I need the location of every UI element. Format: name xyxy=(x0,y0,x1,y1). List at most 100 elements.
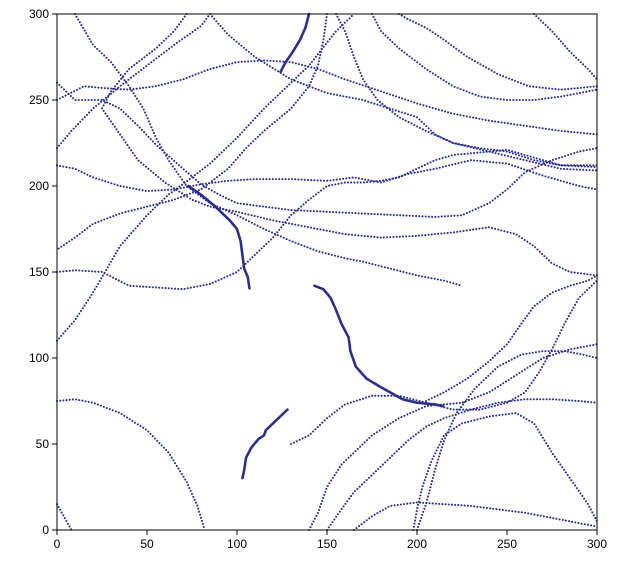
data-point xyxy=(271,66,274,69)
data-point xyxy=(136,224,139,228)
data-point xyxy=(268,206,271,209)
data-point xyxy=(62,139,65,142)
x-tick-label: 50 xyxy=(140,537,154,551)
data-point xyxy=(409,412,412,415)
data-point xyxy=(555,458,558,461)
data-point xyxy=(301,437,304,440)
data-point xyxy=(106,115,109,118)
data-point xyxy=(62,165,65,168)
data-point xyxy=(236,202,239,205)
data-point xyxy=(351,492,355,495)
data-point xyxy=(308,63,312,66)
data-point xyxy=(385,92,389,95)
data-point xyxy=(433,470,436,473)
data-point xyxy=(460,504,463,507)
data-point xyxy=(430,277,433,280)
data-point xyxy=(291,223,294,226)
data-point xyxy=(589,524,593,527)
data-point xyxy=(266,59,269,62)
data-point xyxy=(309,247,312,250)
data-point xyxy=(191,199,194,202)
data-point xyxy=(532,156,535,159)
data-point xyxy=(381,427,384,430)
data-point xyxy=(347,39,350,42)
data-point xyxy=(486,148,489,151)
data-point xyxy=(360,212,363,215)
data-point xyxy=(175,41,178,45)
data-point xyxy=(348,497,351,500)
data-point xyxy=(532,398,535,401)
data-point xyxy=(490,96,493,100)
data-point xyxy=(172,187,175,190)
data-point xyxy=(548,162,551,165)
data-point xyxy=(572,481,575,484)
data-point xyxy=(253,223,256,226)
data-point xyxy=(296,80,299,83)
data-point xyxy=(399,503,402,506)
data-point xyxy=(230,199,233,202)
data-point xyxy=(370,235,373,238)
data-point xyxy=(224,196,227,199)
data-point xyxy=(182,181,185,184)
data-point xyxy=(120,413,123,416)
data-point xyxy=(497,401,500,404)
series-8 xyxy=(55,81,598,218)
data-point xyxy=(255,56,258,59)
data-point xyxy=(144,111,147,114)
data-point xyxy=(170,162,173,165)
data-point xyxy=(201,522,204,526)
data-point xyxy=(249,203,252,206)
data-point xyxy=(579,168,582,171)
data-point xyxy=(309,209,312,213)
data-point xyxy=(389,38,392,41)
data-point xyxy=(331,521,334,524)
data-point xyxy=(194,73,197,76)
data-point xyxy=(446,431,449,434)
data-point xyxy=(112,87,115,90)
data-point xyxy=(488,150,491,153)
data-point xyxy=(489,148,492,151)
data-point xyxy=(242,203,245,206)
data-point xyxy=(436,134,439,138)
data-point xyxy=(215,176,219,179)
data-point xyxy=(321,499,324,502)
data-point xyxy=(579,131,582,134)
data-point xyxy=(344,502,347,505)
data-point xyxy=(493,97,496,100)
data-point xyxy=(430,233,433,236)
data-point xyxy=(365,519,368,522)
data-point xyxy=(467,420,470,423)
data-point xyxy=(90,98,93,102)
data-point xyxy=(349,258,352,261)
data-point xyxy=(231,209,234,213)
data-point xyxy=(210,189,213,192)
data-point xyxy=(547,354,550,357)
data-point xyxy=(306,246,309,249)
data-point xyxy=(111,63,115,66)
data-point xyxy=(337,182,340,185)
data-point xyxy=(148,86,151,89)
y-tick-label: 50 xyxy=(36,437,50,451)
data-point xyxy=(522,124,525,127)
data-point xyxy=(322,70,325,73)
data-point xyxy=(534,166,537,169)
data-point xyxy=(170,287,173,290)
data-point xyxy=(253,253,256,257)
data-point xyxy=(278,60,282,63)
data-point xyxy=(219,25,222,28)
data-point xyxy=(145,65,148,68)
data-point xyxy=(72,97,75,100)
data-point xyxy=(334,183,337,186)
data-point xyxy=(453,385,456,388)
data-point xyxy=(405,271,408,274)
data-point xyxy=(567,348,570,352)
data-point xyxy=(387,505,390,508)
data-point xyxy=(373,18,377,21)
data-point xyxy=(531,363,534,366)
data-point xyxy=(149,432,152,435)
data-point xyxy=(530,512,533,516)
data-point xyxy=(579,346,582,349)
data-point xyxy=(340,76,343,80)
data-point xyxy=(496,352,499,355)
data-point xyxy=(93,402,96,405)
